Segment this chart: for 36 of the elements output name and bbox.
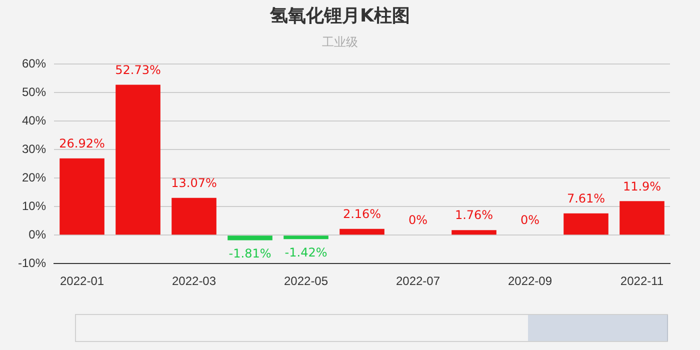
bar — [172, 198, 216, 235]
y-tick-label: 40% — [22, 113, 46, 128]
data-label: 52.73% — [115, 62, 161, 77]
y-tick-label: 30% — [22, 142, 46, 156]
chart-title: 氢氧化锂月K柱图 — [269, 5, 410, 26]
bar — [620, 201, 664, 235]
x-tick-label: 2022-01 — [60, 274, 104, 288]
data-label: 13.07% — [171, 176, 217, 190]
chart-subtitle: 工业级 — [322, 34, 358, 49]
data-label: 0% — [520, 213, 540, 228]
x-tick-label: 2022-11 — [620, 274, 664, 288]
x-tick-label: 2022-03 — [172, 274, 216, 288]
data-label: 0% — [408, 213, 428, 228]
y-tick-label: 0% — [28, 227, 46, 242]
y-tick-label: -10% — [18, 256, 46, 270]
data-label: 7.61% — [566, 192, 606, 206]
bar — [284, 236, 328, 240]
bar — [452, 230, 496, 235]
x-tick-label: 2022-05 — [284, 274, 328, 288]
data-label: 11.9% — [622, 179, 662, 194]
y-tick-label: 10% — [22, 198, 46, 213]
data-label: 26.92% — [59, 136, 105, 150]
data-label: 1.76% — [454, 208, 494, 222]
bar — [564, 213, 608, 235]
y-tick-label: 20% — [22, 170, 46, 184]
data-label: 2.16% — [342, 207, 382, 222]
bar — [60, 158, 104, 235]
x-tick-label: 2022-09 — [508, 274, 552, 288]
data-label: -1.42% — [284, 245, 328, 260]
y-tick-label: 60% — [22, 56, 46, 70]
bar — [340, 228, 384, 235]
data-label: -1.81% — [228, 246, 272, 260]
bar — [116, 84, 160, 235]
x-tick-label: 2022-07 — [396, 274, 440, 288]
y-tick-label: 50% — [22, 84, 46, 99]
bar — [228, 236, 272, 240]
